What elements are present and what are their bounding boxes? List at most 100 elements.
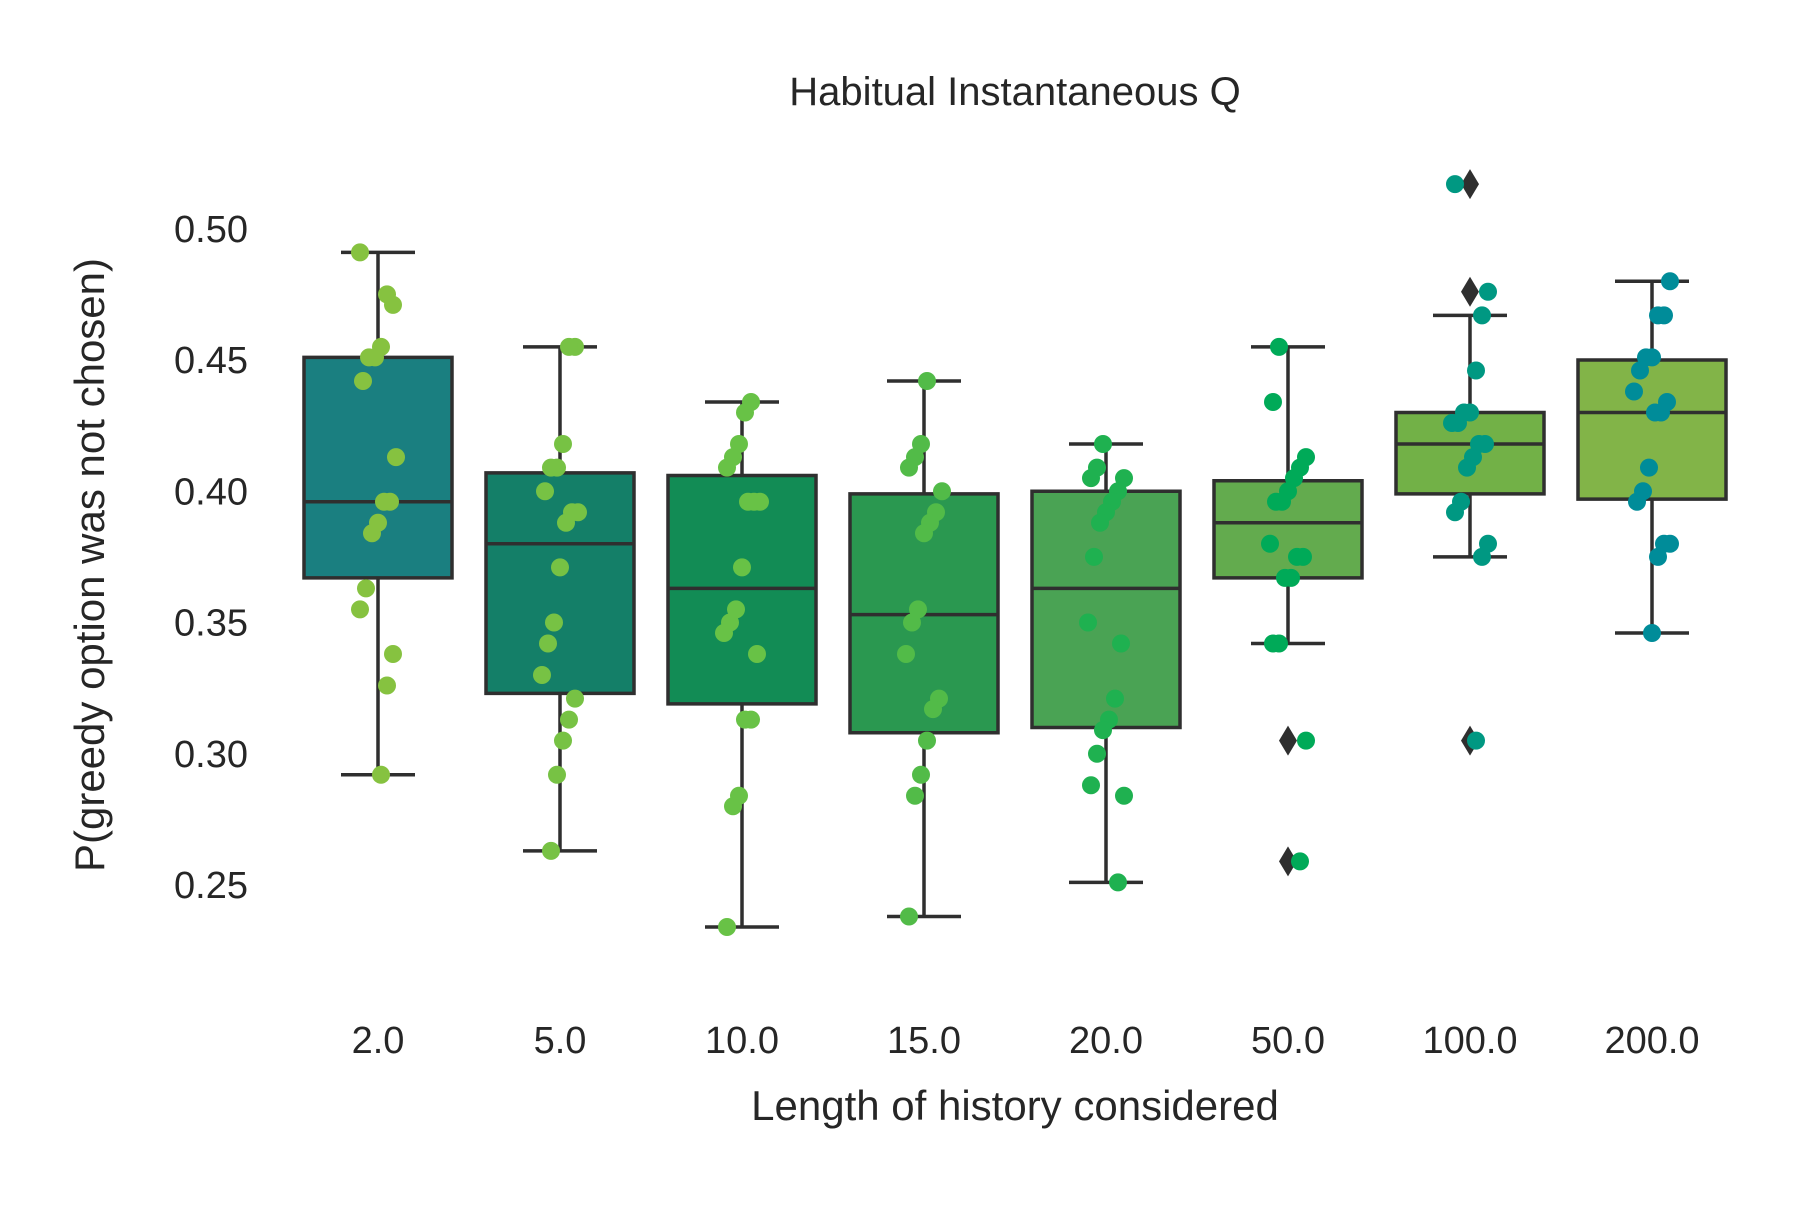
x-tick-label: 200.0 [1604, 1020, 1699, 1062]
data-point [1088, 744, 1106, 763]
data-point [724, 797, 742, 816]
data-point [1276, 568, 1294, 587]
data-point [387, 448, 405, 467]
outlier-marker [1461, 276, 1479, 307]
data-point [1094, 721, 1112, 740]
data-point [357, 579, 375, 598]
box [302, 355, 454, 580]
data-point [733, 558, 751, 577]
data-point [915, 524, 933, 543]
data-point [1264, 634, 1282, 653]
data-point [375, 492, 393, 511]
data-point [1094, 435, 1112, 453]
data-point [903, 613, 921, 632]
outlier-marker [1461, 169, 1479, 200]
data-point [900, 458, 918, 477]
data-point [354, 372, 372, 390]
data-point [566, 689, 584, 708]
y-tick-label: 0.45 [174, 340, 248, 382]
data-point [1264, 393, 1282, 411]
data-point [542, 841, 560, 860]
data-point [536, 482, 554, 501]
data-point [557, 513, 575, 532]
data-point [897, 645, 915, 663]
box-group [848, 379, 1000, 919]
data-point [1082, 776, 1100, 795]
x-axis-label: Length of history considered [751, 1082, 1279, 1129]
data-point [539, 634, 557, 653]
data-point [718, 458, 736, 477]
data-point [1458, 458, 1476, 477]
data-point [1661, 272, 1679, 291]
outlier-marker [1279, 725, 1297, 756]
data-point [1091, 513, 1109, 532]
x-tick-label: 5.0 [534, 1020, 587, 1062]
data-point [1270, 337, 1288, 356]
data-point [1631, 361, 1649, 380]
data-point [1443, 414, 1461, 432]
data-point [360, 348, 378, 367]
data-point [1106, 689, 1124, 708]
data-point [715, 624, 733, 642]
x-tick-label: 2.0 [352, 1020, 405, 1062]
data-point [1473, 547, 1491, 566]
data-point [1643, 624, 1661, 642]
data-point [1112, 634, 1130, 653]
y-tick-label: 0.35 [174, 603, 248, 645]
data-point [1446, 175, 1464, 194]
data-point [1649, 547, 1667, 566]
data-point [1291, 852, 1309, 871]
data-point [1288, 547, 1306, 566]
data-point [548, 765, 566, 784]
data-point [912, 765, 930, 784]
x-tick-label: 20.0 [1069, 1020, 1143, 1062]
data-point [918, 372, 936, 390]
data-point [736, 403, 754, 422]
data-point [918, 731, 936, 750]
y-axis-ticks: 0.25 0.30 0.35 0.40 0.45 0.50 [174, 209, 248, 907]
x-axis-ticks: 2.0 5.0 10.0 15.0 20.0 50.0 100.0 200.0 [352, 1020, 1700, 1062]
data-point [1646, 403, 1664, 422]
data-point [1446, 503, 1464, 522]
x-tick-label: 15.0 [887, 1020, 961, 1062]
data-point [560, 337, 578, 356]
y-tick-label: 0.50 [174, 209, 248, 251]
data-point [736, 710, 754, 729]
data-point [1625, 382, 1643, 401]
data-point [378, 676, 396, 695]
data-point [554, 731, 572, 750]
data-point [1479, 282, 1497, 301]
chart-title: Habitual Instantaneous Q [789, 70, 1240, 114]
data-point [384, 645, 402, 663]
data-point [718, 918, 736, 936]
box-group [1030, 442, 1182, 885]
box-group [302, 250, 454, 777]
box [484, 471, 636, 696]
data-point [906, 786, 924, 805]
y-axis-label: P(greedy option was not chosen) [66, 258, 113, 872]
x-tick-label: 50.0 [1251, 1020, 1325, 1062]
data-point [560, 710, 578, 729]
box-group [1576, 279, 1728, 635]
data-point [545, 613, 563, 632]
data-point [551, 558, 569, 577]
data-point [351, 600, 369, 619]
points-layer [351, 175, 1679, 936]
data-point [372, 765, 390, 784]
data-point [542, 458, 560, 477]
boxes-layer [302, 169, 1728, 929]
data-point [1115, 786, 1133, 805]
data-point [1085, 547, 1103, 566]
data-point [1628, 492, 1646, 511]
x-tick-label: 10.0 [705, 1020, 779, 1062]
data-point [1297, 731, 1315, 750]
data-point [1109, 873, 1127, 892]
data-point [363, 524, 381, 543]
data-point [933, 482, 951, 501]
data-point [1082, 469, 1100, 488]
box [1030, 489, 1182, 730]
data-point [1261, 534, 1279, 553]
data-point [1649, 306, 1667, 325]
data-point [554, 435, 572, 453]
